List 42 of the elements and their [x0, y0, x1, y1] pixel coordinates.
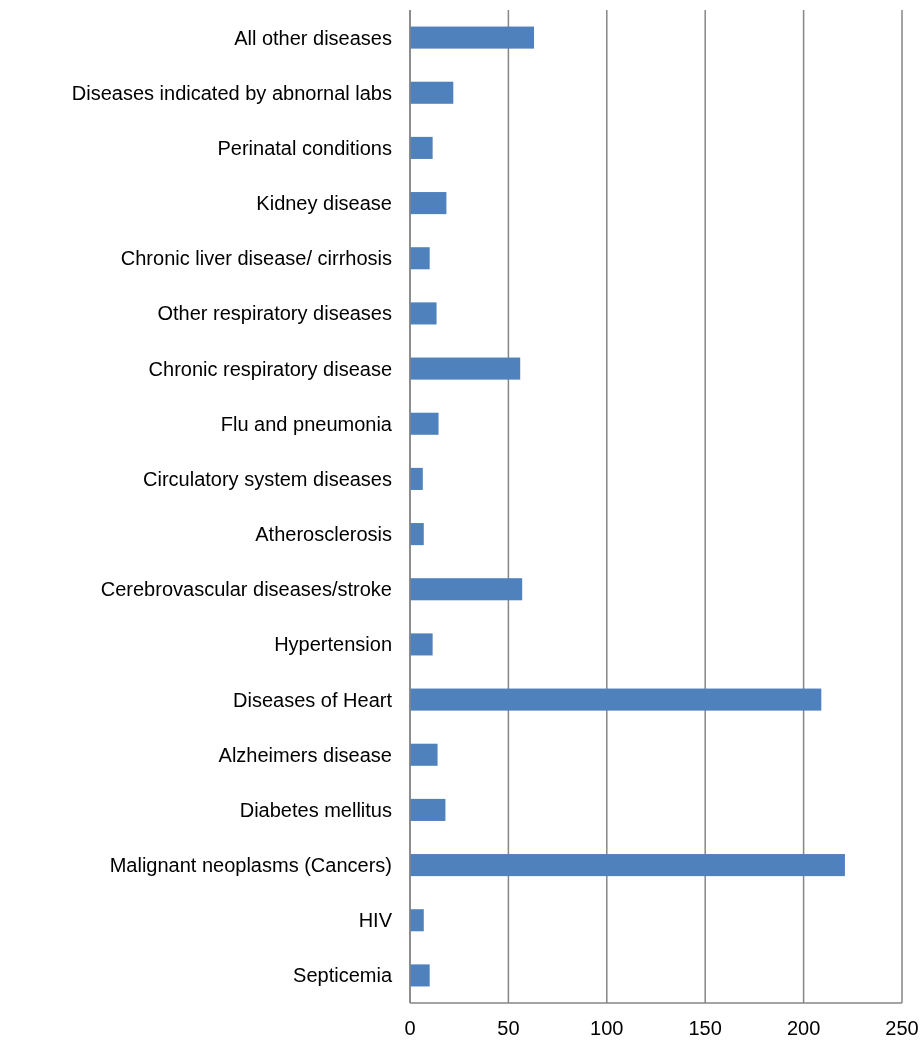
bar	[410, 633, 433, 656]
bar	[410, 412, 439, 435]
y-tick-label: Perinatal conditions	[217, 136, 392, 159]
y-tick-label: Diseases of Heart	[233, 688, 393, 711]
bar	[410, 467, 423, 490]
y-tick-label: All other diseases	[234, 26, 392, 49]
y-tick-label: Atherosclerosis	[255, 523, 392, 546]
y-tick-label: Cerebrovascular diseases/stroke	[100, 578, 392, 601]
bar	[410, 357, 521, 380]
x-tick-label: 50	[497, 1017, 520, 1039]
y-tick-label: Circulatory system diseases	[143, 467, 392, 490]
bar	[410, 192, 447, 215]
bar	[410, 743, 438, 766]
y-tick-label: Hypertension	[274, 633, 392, 656]
y-tick-label: Malignant neoplasms (Cancers)	[109, 854, 392, 877]
bar	[410, 523, 424, 546]
x-tick-label: 0	[404, 1017, 416, 1039]
bar	[410, 247, 430, 270]
y-tick-label: Diabetes mellitus	[239, 798, 392, 821]
bar	[410, 909, 424, 932]
bar	[410, 136, 433, 159]
y-tick-label: Chronic liver disease/ cirrhosis	[120, 247, 392, 270]
bar	[410, 798, 446, 821]
bar	[410, 964, 430, 987]
y-tick-label: Diseases indicated by abnornal labs	[71, 81, 392, 104]
y-tick-label: Flu and pneumonia	[220, 412, 393, 435]
bar	[410, 302, 437, 325]
y-tick-label: Other respiratory diseases	[157, 302, 392, 325]
x-tick-label: 150	[688, 1017, 722, 1039]
bar	[410, 854, 845, 877]
y-tick-label: Kidney disease	[256, 192, 392, 215]
y-tick-label: Alzheimers disease	[218, 743, 392, 766]
x-tick-label: 100	[590, 1017, 624, 1039]
x-tick-label: 200	[786, 1017, 821, 1039]
y-tick-label: HIV	[358, 909, 393, 932]
bar	[410, 26, 534, 49]
y-tick-label: Septicemia	[293, 964, 393, 987]
x-tick-label: 250	[885, 1017, 919, 1039]
bar	[410, 81, 454, 104]
bar	[410, 578, 523, 601]
bar	[410, 688, 822, 711]
y-tick-label: Chronic respiratory disease	[148, 357, 392, 380]
